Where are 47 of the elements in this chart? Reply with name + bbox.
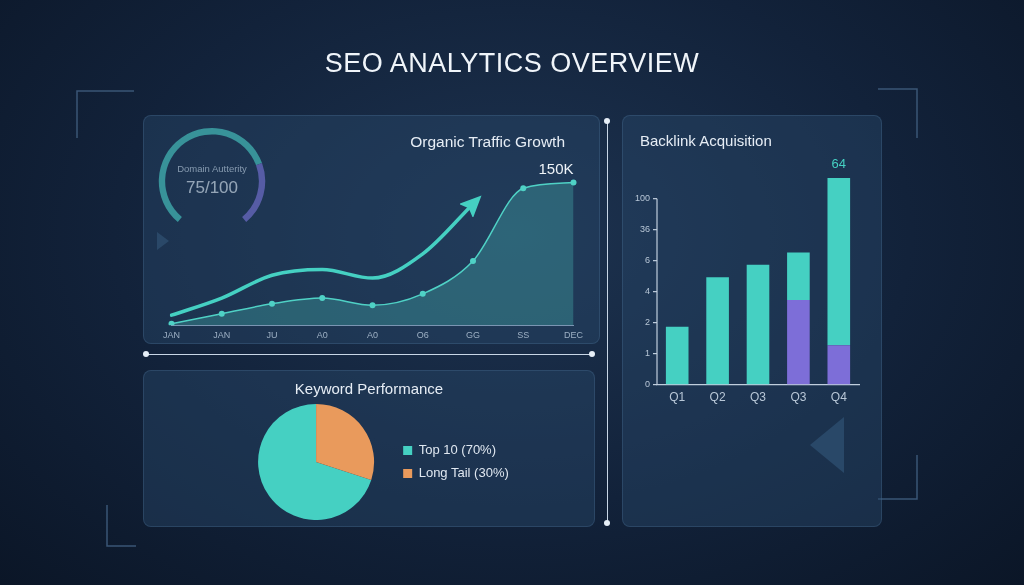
bar — [665, 326, 689, 385]
x-tick-label: DEC — [563, 330, 584, 341]
x-tick-label: JU — [266, 330, 278, 341]
text: 100 — [634, 193, 650, 204]
x-tick-label: Q1 — [669, 390, 686, 405]
x-tick-label: A0 — [366, 330, 379, 341]
bar — [827, 178, 851, 346]
point — [369, 302, 376, 309]
text: 2 — [644, 317, 650, 328]
point — [570, 179, 577, 186]
point — [218, 310, 225, 317]
text: 0 — [644, 379, 650, 390]
text: 36 — [639, 224, 650, 235]
point — [168, 320, 175, 326]
bar — [787, 252, 810, 300]
chart-title: Keyword Performance — [293, 380, 445, 397]
point — [419, 290, 426, 297]
text: 6 — [644, 255, 650, 266]
x-tick-label: SS — [517, 330, 530, 341]
annotation: 75/100 — [185, 178, 239, 198]
x-tick-label: JAN — [162, 330, 181, 341]
bar — [787, 299, 810, 385]
bar — [706, 277, 729, 385]
bar — [746, 264, 770, 385]
x-tick-label: O6 — [416, 330, 429, 341]
bar — [827, 345, 851, 385]
point — [269, 300, 275, 307]
point — [319, 295, 326, 302]
chart-title: Organic Traffic Growth — [410, 133, 565, 151]
x-tick-label: JAN — [213, 330, 231, 341]
annotation: 64 — [831, 156, 847, 172]
point — [520, 185, 527, 192]
point — [470, 258, 476, 264]
text: Domain Autterity — [176, 163, 248, 174]
text: 4 — [644, 286, 650, 297]
chart-title: Backlink Acquisition — [640, 132, 772, 149]
x-tick-label: Q4 — [830, 390, 848, 405]
legend-label: Top 10 (70%) — [418, 442, 496, 458]
x-tick-label: GG — [465, 330, 481, 341]
x-tick-label: Q3 — [790, 390, 807, 405]
text: 1 — [644, 348, 650, 359]
annotation: 150K — [538, 160, 574, 178]
x-tick-label: A0 — [316, 330, 328, 341]
legend-label: Long Tail (30%) — [418, 465, 509, 481]
text: SEO ANALYTICS OVERVIEW — [323, 48, 701, 79]
x-tick-label: Q3 — [749, 390, 767, 405]
x-tick-label: Q2 — [709, 390, 726, 405]
